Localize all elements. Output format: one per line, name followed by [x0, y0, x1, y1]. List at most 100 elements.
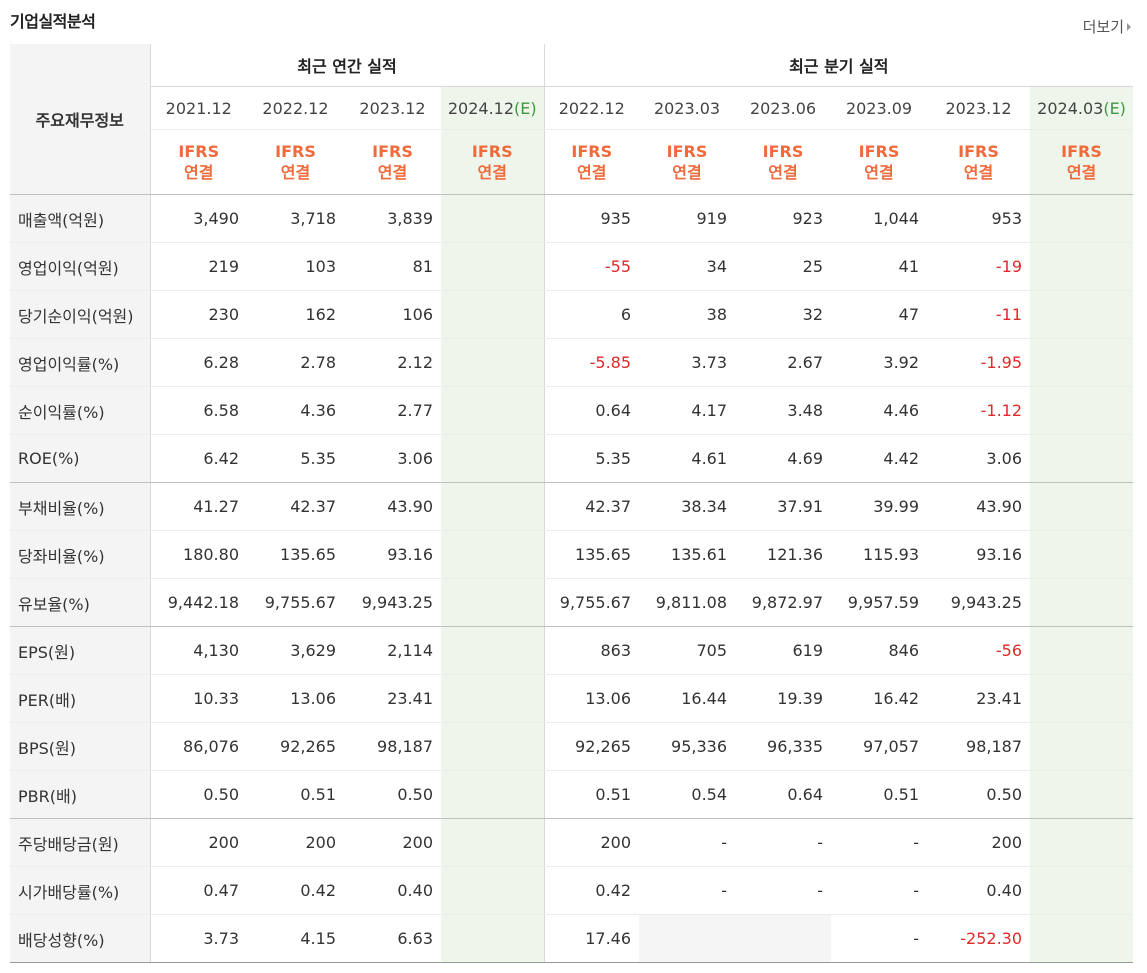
annual-value-cell: 23.41 [344, 674, 441, 723]
quarter-value-cell: - [639, 866, 736, 915]
annual-value-cell [441, 578, 545, 627]
accounting-type: IFRS [666, 142, 708, 161]
consolidation-type: 연결 [577, 163, 607, 182]
quarter-value-cell: - [831, 818, 928, 867]
row-label: 시가배당률(%) [10, 866, 151, 915]
consolidation-type: 연결 [672, 163, 702, 182]
table-row: EPS(원) 4,130 3,629 2,114 863 705 619 846 -56 [10, 626, 1134, 675]
quarter-value-cell: 98,187 [927, 722, 1031, 771]
quarter-value-cell [1030, 434, 1134, 483]
quarter-value-cell: - [831, 866, 928, 915]
quarter-value-cell: 1,044 [831, 194, 928, 243]
quarter-value-cell: 5.35 [544, 434, 640, 483]
consolidation-type: 연결 [477, 163, 507, 182]
quarter-value-cell: 0.64 [735, 770, 832, 819]
row-label: PBR(배) [10, 770, 151, 819]
quarter-value-cell [1030, 386, 1134, 435]
quarter-value-cell: 0.51 [831, 770, 928, 819]
annual-value-cell: 3,839 [344, 194, 441, 243]
quarter-value-cell: 47 [831, 290, 928, 339]
consolidation-type: 연결 [963, 163, 994, 182]
quarter-value-cell: 846 [831, 626, 928, 675]
annual-value-cell [441, 242, 545, 291]
quarter-value-cell: 4.61 [639, 434, 736, 483]
annual-value-cell: 0.50 [344, 770, 441, 819]
quarter-value-cell: 16.44 [639, 674, 736, 723]
accounting-standard-header: IFRS 연결 [735, 129, 832, 195]
quarter-value-cell: -55 [544, 242, 640, 291]
annual-value-cell [441, 338, 545, 387]
annual-value-cell: 4.15 [247, 914, 344, 963]
table-row: 주당배당금(원) 200 200 200 200- - -200 [10, 818, 1134, 867]
period-label: 2023.09 [845, 98, 913, 118]
quarter-value-cell: 935 [544, 194, 640, 243]
annual-value-cell: 81 [344, 242, 441, 291]
annual-value-cell: 3,629 [247, 626, 344, 675]
financial-table: 주요재무정보 최근 연간 실적 최근 분기 실적 2021.12 2022.12 2… [10, 44, 1134, 963]
consolidation-type: 연결 [1066, 163, 1097, 182]
quarter-value-cell: 38.34 [639, 482, 736, 531]
annual-period-header: 2024.12(E) [441, 86, 545, 130]
more-label: 더보기 [1082, 18, 1124, 36]
annual-period-header: 2021.12 [150, 86, 247, 130]
annual-value-cell: 200 [344, 818, 441, 867]
quarter-value-cell [1030, 338, 1134, 387]
quarter-value-cell: 93.16 [927, 530, 1031, 579]
quarter-value-cell: 9,943.25 [927, 578, 1031, 627]
quarter-value-cell: 135.61 [639, 530, 736, 579]
table-row: 유보율(%) 9,442.18 9,755.67 9,943.25 9,755.67 9,… [10, 578, 1134, 627]
quarter-period-header: 2023.12 [927, 86, 1031, 130]
quarter-value-cell: 16.42 [831, 674, 928, 723]
annual-value-cell [441, 914, 545, 963]
annual-value-cell: 93.16 [344, 530, 441, 579]
annual-value-cell [441, 722, 545, 771]
quarter-value-cell: 92,265 [544, 722, 640, 771]
table-row: 매출액(억원) 3,490 3,718 3,839 935 919 923 1,044 953 [10, 194, 1134, 243]
annual-value-cell: 2.77 [344, 386, 441, 435]
quarter-value-cell: 0.40 [927, 866, 1031, 915]
quarter-value-cell: 115.93 [831, 530, 928, 579]
annual-value-cell: 0.42 [247, 866, 344, 915]
quarter-value-cell: 121.36 [735, 530, 832, 579]
period-label: 2022.12 [558, 98, 625, 118]
annual-value-cell: 6.58 [150, 386, 247, 435]
annual-value-cell: 180.80 [150, 530, 247, 579]
quarter-value-cell: 2.67 [735, 338, 832, 387]
annual-value-cell: 0.40 [344, 866, 441, 915]
quarter-value-cell: 37.91 [735, 482, 832, 531]
annual-value-cell [441, 482, 545, 531]
quarter-value-cell: - [639, 818, 736, 867]
quarter-value-cell: 42.37 [544, 482, 640, 531]
annual-value-cell: 10.33 [150, 674, 247, 723]
annual-value-cell: 4.36 [247, 386, 344, 435]
annual-period-header: 2023.12 [344, 86, 441, 130]
quarter-period-header: 2023.09 [831, 86, 928, 130]
row-label: BPS(원) [10, 722, 151, 771]
annual-value-cell: 2,114 [344, 626, 441, 675]
quarter-value-cell: 43.90 [927, 482, 1031, 531]
quarter-value-cell: 13.06 [544, 674, 640, 723]
quarter-value-cell: 38 [639, 290, 736, 339]
table-row: 순이익률(%) 6.58 4.36 2.77 0.64 4.17 3.48 4.46 -1.12 [10, 386, 1134, 435]
annual-value-cell [441, 626, 545, 675]
quarter-period-header: 2024.03(E) [1030, 86, 1134, 130]
accounting-standard-header: IFRS 연결 [927, 129, 1031, 195]
annual-value-cell: 9,943.25 [344, 578, 441, 627]
quarter-value-cell: 619 [735, 626, 832, 675]
row-label: 영업이익(억원) [10, 242, 151, 291]
quarter-value-cell [1030, 194, 1134, 243]
quarter-period-header: 2022.12 [544, 86, 640, 130]
annual-value-cell: 3,490 [150, 194, 247, 243]
section-title: 기업실적분석 [10, 12, 96, 31]
row-label: ROE(%) [10, 434, 151, 483]
period-label: 2022.12 [262, 98, 329, 118]
accounting-type: IFRS [471, 142, 513, 161]
row-label: 영업이익률(%) [10, 338, 151, 387]
accounting-standard-header: IFRS 연결 [247, 129, 344, 195]
quarter-value-cell: 39.99 [831, 482, 928, 531]
quarter-value-cell: 0.42 [544, 866, 640, 915]
quarter-value-cell: 95,336 [639, 722, 736, 771]
quarter-value-cell: 9,957.59 [831, 578, 928, 627]
annual-value-cell: 219 [150, 242, 247, 291]
more-link[interactable]: 더보기 [1083, 16, 1131, 37]
